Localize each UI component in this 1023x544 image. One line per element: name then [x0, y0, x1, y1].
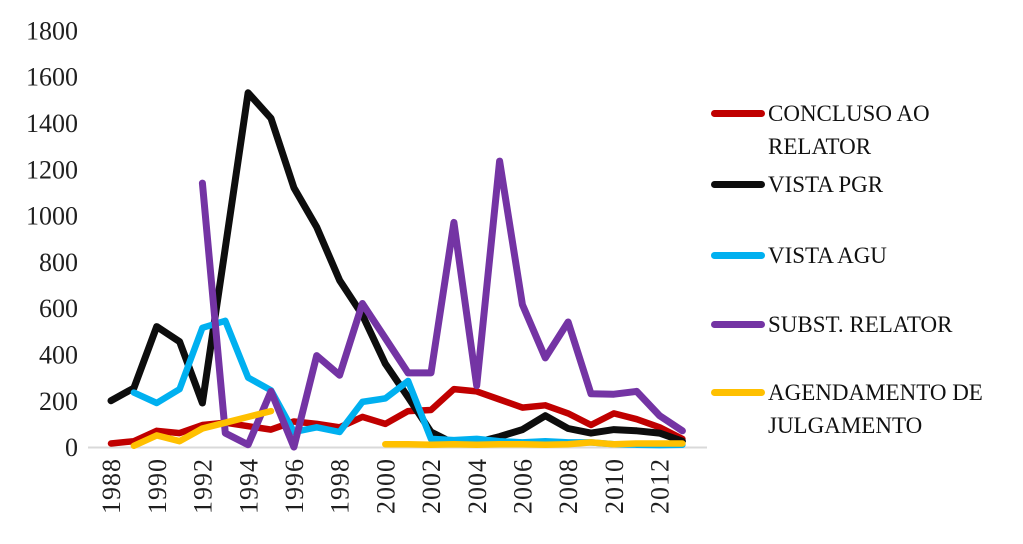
x-axis-tick-label: 1998 — [326, 458, 355, 514]
y-axis-tick-label: 1200 — [26, 155, 78, 184]
series-line-1 — [107, 89, 686, 447]
x-axis-tick-label: 1996 — [280, 458, 309, 514]
y-axis-tick-label: 600 — [39, 294, 78, 323]
x-axis-tick-label: 1992 — [189, 458, 218, 514]
x-axis-tick-label: 2012 — [646, 458, 675, 514]
x-axis-tick-label: 2004 — [463, 458, 492, 514]
x-axis-tick-label: 1990 — [143, 458, 172, 514]
series-line-4 — [130, 407, 275, 450]
y-axis-tick-label: 1600 — [26, 63, 78, 92]
y-axis-tick-label: 200 — [39, 387, 78, 416]
x-axis-tick-label: 1994 — [234, 458, 263, 514]
series-line-3 — [198, 157, 686, 451]
x-axis-tick-label: 1988 — [97, 458, 126, 514]
y-axis-tick-label: 1000 — [26, 202, 78, 231]
x-axis-tick-label: 2010 — [600, 458, 629, 514]
x-axis-tick-label: 2002 — [417, 458, 446, 514]
series-line-4 — [382, 439, 686, 448]
y-axis-tick-label: 1400 — [26, 109, 78, 138]
y-axis-tick-label: 1800 — [26, 16, 78, 45]
y-axis-tick-label: 0 — [65, 433, 78, 462]
x-axis-tick-label: 2006 — [509, 458, 538, 514]
y-axis-tick-label: 400 — [39, 341, 78, 370]
x-axis-tick-label: 2008 — [554, 458, 583, 514]
x-axis-tick-label: 2000 — [371, 458, 400, 514]
y-axis-tick-label: 800 — [39, 248, 78, 277]
